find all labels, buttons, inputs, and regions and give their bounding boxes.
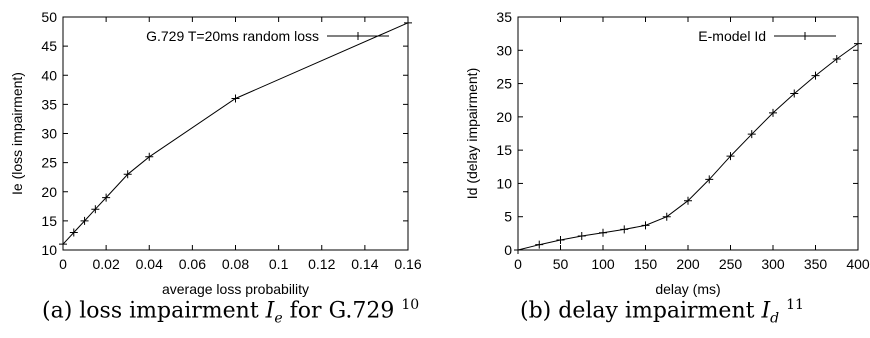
data-point-marker (641, 221, 650, 230)
series-line (517, 43, 859, 251)
data-point-marker (832, 54, 841, 63)
y-tick-label: 30 (41, 126, 57, 142)
data-point-marker (59, 240, 67, 249)
caption-ref: 10 (401, 297, 420, 313)
caption-symbol: I (761, 298, 771, 324)
legend-label: E-model Id (698, 28, 766, 44)
x-axis-title: delay (ms) (655, 281, 720, 297)
data-point-marker (811, 71, 820, 80)
data-point-marker (769, 108, 777, 117)
data-point-marker (556, 236, 565, 245)
y-tick-label: 30 (496, 42, 512, 58)
x-axis-title: average loss probability (162, 281, 309, 297)
data-point-marker (726, 152, 735, 161)
y-tick-label: 50 (41, 9, 57, 25)
x-tick-label: 0 (514, 256, 522, 272)
x-tick-label: 0.14 (351, 256, 378, 272)
data-point-marker (404, 18, 412, 27)
y-tick-label: 15 (41, 213, 57, 229)
data-point-marker (620, 225, 629, 234)
legend-marker (801, 32, 809, 40)
data-point-marker (684, 196, 692, 205)
y-tick-label: 35 (41, 96, 57, 112)
x-tick-label: 0.06 (179, 256, 206, 272)
x-tick-label: 250 (719, 256, 743, 272)
data-point-marker (705, 175, 714, 184)
y-tick-label: 25 (41, 155, 57, 171)
x-tick-label: 0.12 (308, 256, 335, 272)
legend-label: G.729 T=20ms random loss (146, 28, 319, 44)
chart-delay-impairment: 0 50 100 150 200 250 300 350 400 0 5 10 15 20 25 30 35 de… (464, 9, 870, 297)
x-tick-label: 100 (591, 256, 615, 272)
y-tick-label: 10 (496, 175, 512, 191)
caption-ref: 11 (786, 297, 804, 313)
y-axis-title: Id (delay impairment) (464, 68, 480, 200)
x-tick-label: 350 (804, 256, 828, 272)
y-tick-label: 10 (41, 242, 57, 258)
data-point-marker (80, 216, 89, 225)
y-tick-label: 40 (41, 67, 57, 83)
y-tick-label: 25 (496, 76, 512, 92)
caption-loss-impairment: (a) loss impairment Ie for G.729 10 (42, 297, 419, 327)
data-point-marker (747, 130, 756, 139)
caption-prefix: (b) delay impairment (520, 298, 762, 324)
data-point-marker (91, 205, 100, 214)
caption-mid: for G.729 (282, 298, 402, 324)
x-tick-label: 300 (761, 256, 785, 272)
y-tick-label: 45 (41, 38, 57, 54)
data-point-marker (123, 170, 132, 179)
y-tick-label: 15 (496, 142, 512, 158)
legend-marker (354, 32, 362, 40)
x-tick-label: 0 (59, 256, 67, 272)
x-tick-label: 0.1 (269, 256, 289, 272)
data-point-marker (69, 228, 78, 237)
x-tick-label: 0.02 (93, 256, 120, 272)
series-line (62, 22, 409, 245)
data-point-marker (854, 39, 862, 48)
data-point-marker (231, 94, 240, 103)
caption-delay-impairment: (b) delay impairment Id 11 (520, 297, 804, 327)
x-tick-label: 0.04 (136, 256, 163, 272)
plot-frame (62, 16, 409, 251)
data-point-marker (514, 246, 522, 254)
data-point-marker (577, 232, 586, 241)
x-tick-label: 150 (634, 256, 658, 272)
data-point-marker (790, 89, 799, 98)
data-point-marker (102, 193, 111, 202)
data-point-marker (145, 152, 154, 161)
y-tick-label: 0 (504, 242, 512, 258)
x-tick-label: 0.08 (222, 256, 249, 272)
caption-subscript: e (274, 310, 283, 327)
data-point-marker (662, 212, 671, 221)
x-tick-label: 0.16 (394, 256, 421, 272)
x-tick-label: 200 (676, 256, 700, 272)
y-axis-title: Ie (loss impairment) (9, 72, 25, 195)
chart-loss-impairment: 0 0.02 0.04 0.06 0.08 0.1 0.12 0.14 0.16 10 15 20 25… (9, 9, 422, 297)
caption-subscript: d (770, 310, 780, 327)
data-point-marker (599, 228, 607, 237)
y-tick-label: 20 (41, 184, 57, 200)
y-tick-label: 5 (504, 209, 512, 225)
x-tick-label: 400 (846, 256, 870, 272)
data-point-marker (535, 240, 544, 249)
x-tick-label: 50 (553, 256, 569, 272)
caption-symbol: I (265, 298, 275, 324)
y-tick-label: 20 (496, 109, 512, 125)
plot-frame (517, 16, 859, 251)
caption-prefix: (a) loss impairment (42, 298, 266, 324)
y-tick-label: 35 (496, 9, 512, 25)
